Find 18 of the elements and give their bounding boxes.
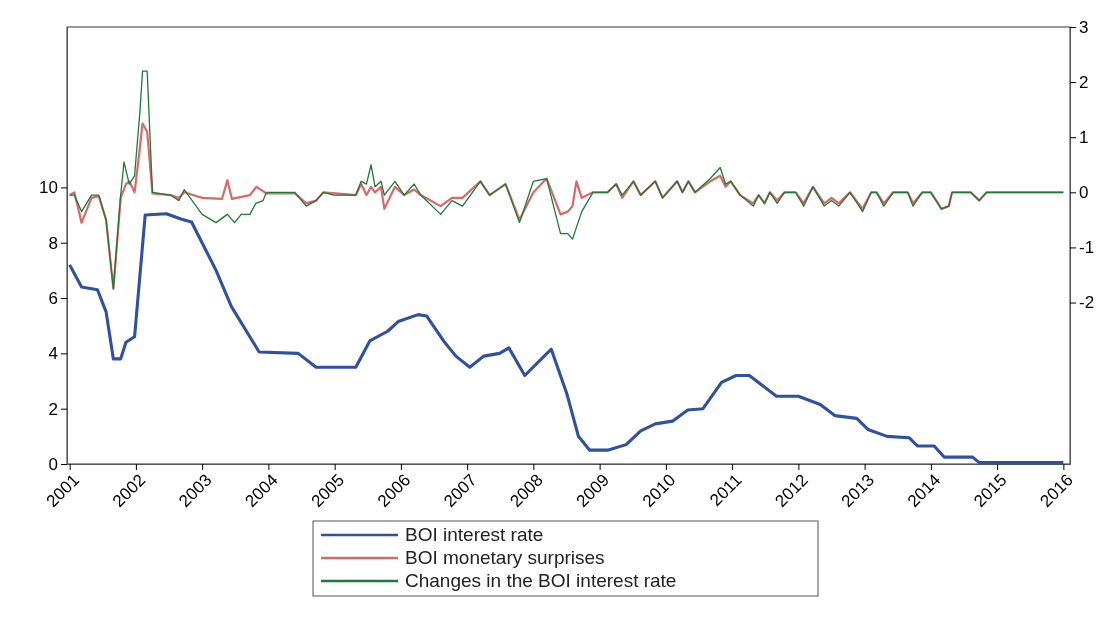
y2-tick-label: 0 [1079, 183, 1089, 203]
line-series [69, 70, 1065, 290]
line-series [68, 122, 1065, 290]
y-tick-label: 2 [48, 399, 58, 419]
y2-tick-label: -2 [1079, 293, 1095, 313]
line-series [68, 212, 1065, 465]
y-tick-label: 4 [48, 344, 58, 364]
y-tick-label: 0 [48, 454, 58, 474]
y2-tick-label: 1 [1079, 128, 1089, 148]
legend-label: BOI interest rate [405, 524, 544, 545]
y-tick-label: 10 [39, 178, 58, 198]
y2-tick-label: 3 [1079, 17, 1089, 37]
legend-label: Changes in the BOI interest rate [405, 570, 677, 591]
y-tick-label: 6 [48, 288, 58, 308]
legend-label: BOI monetary surprises [405, 547, 605, 568]
y2-tick-label: -1 [1079, 238, 1095, 258]
y2-tick-label: 2 [1079, 73, 1089, 93]
y-tick-label: 8 [48, 233, 58, 253]
